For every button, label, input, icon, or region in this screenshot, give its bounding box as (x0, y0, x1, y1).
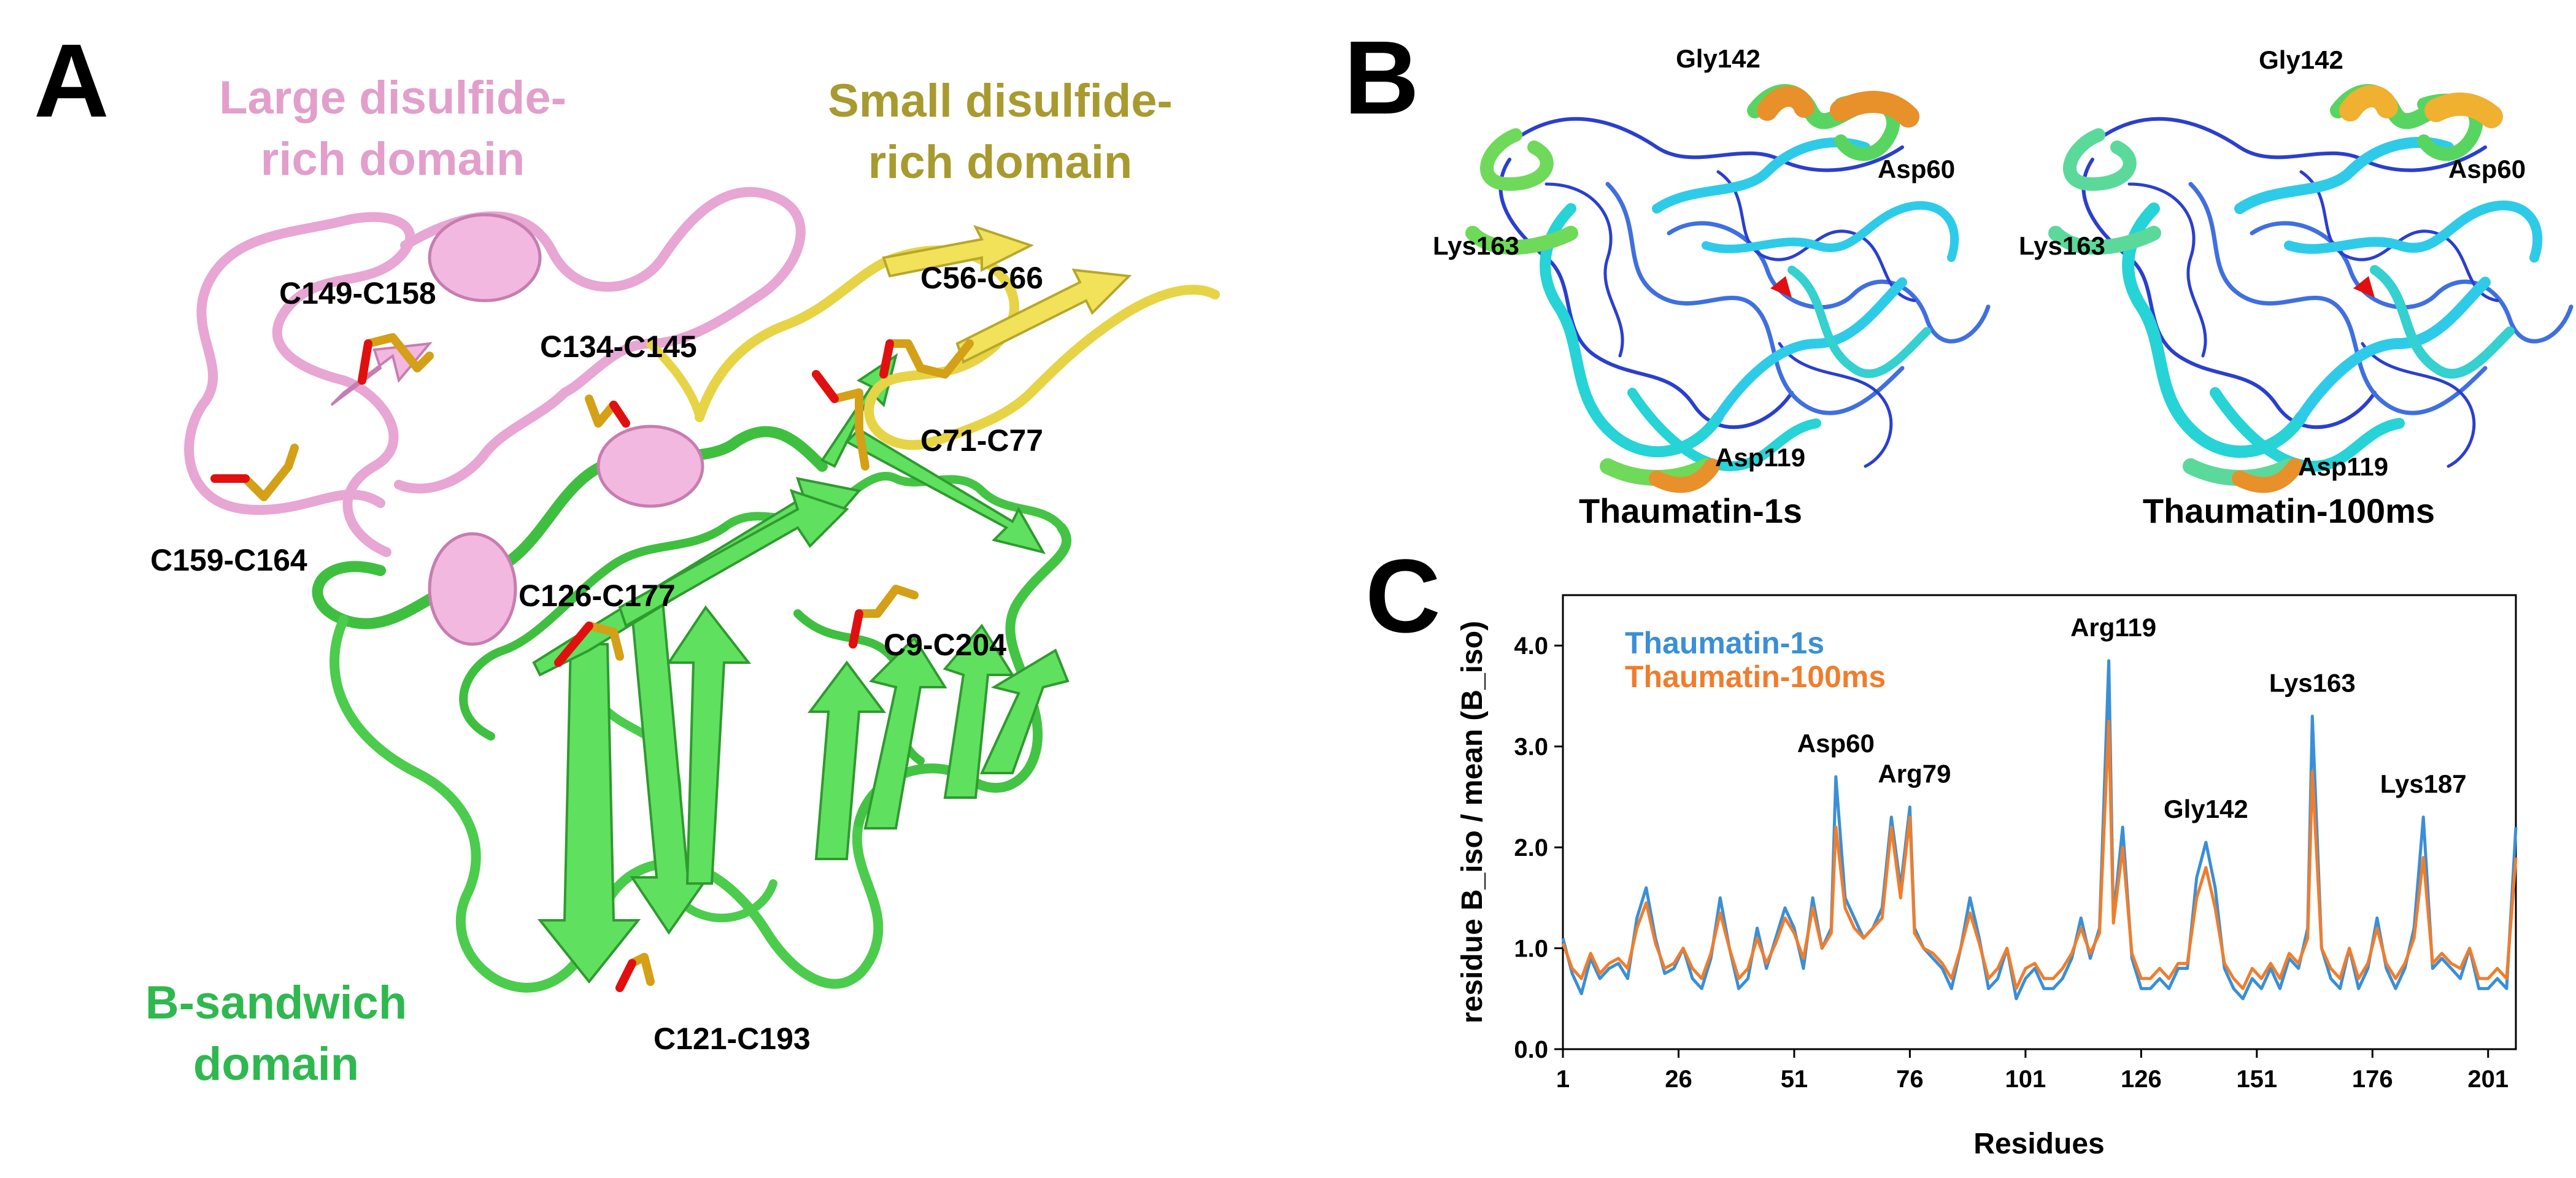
plot-area: 0.01.02.03.04.01 26 51 76 101 126 151 176 201Asp… (1514, 613, 2518, 1093)
putty-right-label: Lys163 (2019, 231, 2105, 260)
bond-label: C9-C204 (884, 628, 1006, 662)
putty-left-label: Asp119 (1715, 443, 1805, 472)
x-tick-label: 51 (1781, 1066, 1808, 1093)
peak-annotation: Lys187 (2380, 769, 2467, 798)
putty-right (2048, 84, 2574, 493)
y-tick-label: 2.0 (1514, 834, 1548, 861)
bond-label: C56-C66 (920, 261, 1043, 295)
peak-annotation: Asp60 (1797, 729, 1875, 758)
x-tick-label: 26 (1665, 1066, 1692, 1093)
x-tick-label: 1 (1556, 1066, 1570, 1093)
putty-right-label: Asp119 (2298, 452, 2388, 481)
large-domain-label-line1: Large disulfide- (219, 72, 566, 124)
large-domain-label-line2: rich domain (261, 133, 525, 185)
putty-left-caption: Thaumatin-1s (1579, 491, 1802, 530)
peak-annotation: Arg119 (2070, 613, 2156, 642)
x-tick-label: 126 (2121, 1066, 2162, 1093)
legend-item-series-1: Thaumatin-1s (1625, 626, 1824, 660)
panel-letter-a: A (34, 23, 109, 139)
putty-right-caption: Thaumatin-100ms (2143, 491, 2435, 530)
bond-label: C134-C145 (540, 329, 697, 364)
panel-letter-c: C (1365, 538, 1441, 655)
x-tick-label: 201 (2467, 1066, 2509, 1093)
panel-c: C 0.01.02.03.04.01 26 51 76 101 126 151 176 201A… (1365, 538, 2518, 1160)
small-domain-label-line1: Small disulfide- (828, 75, 1173, 127)
panel-letter-b: B (1344, 20, 1419, 136)
legend-item-series-2: Thaumatin-100ms (1625, 660, 1886, 694)
x-axis-title: Residues (1973, 1128, 2104, 1160)
panel-a: A (34, 23, 1220, 1090)
peak-annotation: Gly142 (2164, 795, 2248, 823)
plot-frame (1562, 594, 2517, 1050)
y-tick-label: 0.0 (1514, 1036, 1548, 1063)
small-domain-label-line2: rich domain (868, 136, 1133, 188)
sandwich-strands (532, 353, 1070, 984)
y-tick-label: 3.0 (1514, 734, 1548, 761)
bond-label: C121-C193 (654, 1022, 811, 1056)
putty-left (1465, 84, 1991, 493)
y-tick-label: 1.0 (1514, 936, 1548, 963)
panel-b: B (1344, 20, 2574, 530)
sandwich-domain-label-line1: B-sandwich (145, 977, 407, 1029)
bond-label: C126-C177 (519, 579, 676, 613)
putty-left-label: Asp60 (1878, 155, 1955, 183)
disulfide-sticks (210, 333, 974, 992)
y-axis-title: residue B_iso / mean (B_iso) (1456, 621, 1489, 1023)
bond-label: C71-C77 (920, 423, 1043, 458)
putty-right-label: Gly142 (2259, 45, 2343, 74)
x-tick-label: 176 (2352, 1066, 2393, 1093)
sandwich-domain-label-line2: domain (193, 1038, 359, 1090)
peak-annotation: Arg79 (1878, 759, 1951, 788)
small-domain-ribbon (646, 225, 1220, 450)
x-tick-label: 151 (2236, 1066, 2277, 1093)
peak-annotation: Lys163 (2269, 668, 2356, 697)
y-tick-label: 4.0 (1514, 633, 1548, 660)
putty-left-label: Lys163 (1433, 231, 1519, 260)
putty-left-label: Gly142 (1676, 44, 1760, 73)
x-tick-label: 76 (1896, 1066, 1924, 1093)
bond-label: C149-C158 (279, 276, 436, 310)
series-line-2 (1561, 720, 2518, 990)
x-tick-label: 101 (2005, 1066, 2046, 1093)
putty-right-label: Asp60 (2448, 155, 2526, 183)
bond-label: C159-C164 (150, 543, 307, 577)
